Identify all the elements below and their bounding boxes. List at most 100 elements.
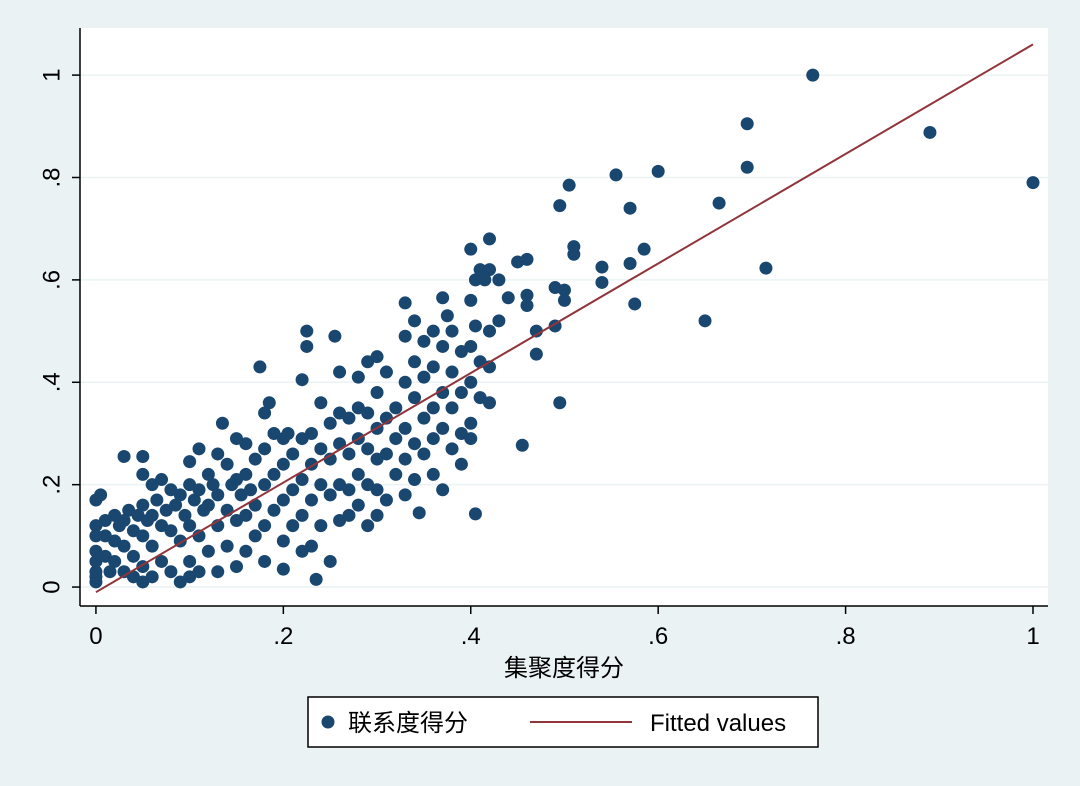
scatter-point (370, 508, 384, 522)
scatter-point (595, 260, 609, 274)
scatter-point (173, 488, 187, 502)
scatter-point (267, 503, 281, 517)
scatter-point (417, 447, 431, 461)
scatter-point (398, 488, 412, 502)
scatter-point (201, 498, 215, 512)
y-tick-label: .2 (39, 475, 66, 495)
scatter-point (178, 508, 192, 522)
scatter-point (136, 498, 150, 512)
scatter-point (417, 334, 431, 348)
scatter-point (239, 508, 253, 522)
scatter-point (478, 273, 492, 287)
scatter-point (276, 562, 290, 576)
scatter-point (492, 314, 506, 328)
scatter-point (304, 493, 318, 507)
scatter-point (192, 442, 206, 456)
scatter-point (468, 319, 482, 333)
scatter-point (351, 370, 365, 384)
scatter-point (286, 447, 300, 461)
scatter-point (567, 240, 581, 254)
scatter-point (351, 467, 365, 481)
scatter-point (309, 572, 323, 586)
scatter-point (806, 68, 820, 82)
scatter-point (398, 296, 412, 310)
scatter-point (436, 386, 450, 400)
scatter-point (436, 421, 450, 435)
scatter-points (89, 68, 1040, 589)
scatter-point (426, 401, 440, 415)
scatter-point (379, 493, 393, 507)
scatter-point (740, 160, 754, 174)
scatter-point (169, 498, 183, 512)
fitted-line-group (95, 43, 1034, 594)
scatter-point (323, 488, 337, 502)
scatter-point (464, 293, 478, 307)
scatter-point (183, 519, 197, 533)
plot-area (80, 28, 1048, 606)
scatter-point (464, 432, 478, 446)
scatter-point (712, 196, 726, 210)
scatter-point (304, 539, 318, 553)
y-axis-ticks: 0 .2 .4 .6 .8 1 (39, 68, 80, 594)
scatter-point (361, 442, 375, 456)
scatter-point (408, 473, 422, 487)
scatter-point (136, 450, 150, 464)
scatter-point (398, 421, 412, 435)
y-tick-label: .8 (39, 167, 66, 187)
scatter-point (759, 261, 773, 275)
scatter-point (145, 539, 159, 553)
scatter-point (155, 473, 169, 487)
scatter-point (436, 483, 450, 497)
scatter-point (145, 508, 159, 522)
scatter-point (529, 347, 543, 361)
y-tick-label: .4 (39, 372, 66, 392)
scatter-point (201, 467, 215, 481)
scatter-point (295, 508, 309, 522)
scatter-point (379, 447, 393, 461)
scatter-point (454, 457, 468, 471)
scatter-point (89, 529, 103, 543)
scatter-point (440, 309, 454, 323)
scatter-point (258, 554, 272, 568)
scatter-point (281, 426, 295, 440)
scatter-point (286, 519, 300, 533)
scatter-point (314, 478, 328, 492)
scatter-point (609, 168, 623, 182)
scatter-point (150, 493, 164, 507)
scatter-point (314, 396, 328, 410)
scatter-point (483, 263, 497, 277)
scatter-point (361, 519, 375, 533)
scatter-point (262, 396, 276, 410)
scatter-point (553, 199, 567, 213)
scatter-point (304, 426, 318, 440)
scatter-point (267, 467, 281, 481)
scatter-point (220, 539, 234, 553)
scatter-point (628, 297, 642, 311)
scatter-point (370, 350, 384, 364)
scatter-point (923, 125, 937, 139)
y-tick-label: 1 (39, 68, 66, 81)
scatter-point (436, 291, 450, 305)
scatter-point (464, 375, 478, 389)
scatter-point (239, 437, 253, 451)
scatter-point (468, 507, 482, 521)
scatter-point (483, 324, 497, 338)
scatter-point (211, 447, 225, 461)
scatter-point (623, 257, 637, 271)
scatter-point (492, 273, 506, 287)
scatter-point (398, 452, 412, 466)
scatter-point (323, 452, 337, 466)
scatter-point (136, 467, 150, 481)
scatter-point (215, 416, 229, 430)
scatter-point (187, 493, 201, 507)
scatter-point (239, 544, 253, 558)
scatter-point (342, 411, 356, 425)
scatter-point (117, 450, 131, 464)
scatter-point (417, 370, 431, 384)
scatter-point (698, 314, 712, 328)
x-tick-label: 0 (89, 623, 102, 650)
scatter-point (136, 529, 150, 543)
scatter-point (323, 416, 337, 430)
scatter-point (117, 514, 131, 528)
scatter-point (520, 298, 534, 312)
